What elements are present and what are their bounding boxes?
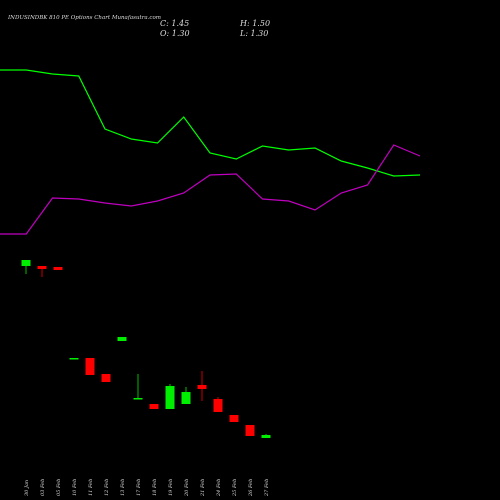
candle-body	[133, 398, 143, 400]
x-tick-label: 27 Feb	[264, 479, 270, 497]
low-label: L: 1.30	[239, 29, 268, 38]
candle-body	[149, 404, 159, 409]
x-tick-label: 12 Feb	[104, 479, 110, 496]
x-tick-label: 13 Feb	[120, 479, 126, 496]
open-label: O: 1.30	[160, 29, 190, 38]
close-label: C: 1.45	[160, 19, 189, 28]
candle-body	[37, 266, 47, 269]
candle-body	[53, 267, 63, 270]
indicator-line	[0, 69, 421, 177]
x-tick-label: 26 Feb	[248, 479, 254, 497]
candle-body	[245, 425, 255, 436]
x-tick-label: 30 Jan	[24, 480, 30, 496]
candle-body	[261, 435, 271, 438]
x-tick-label: 17 Feb	[136, 479, 142, 496]
candle-body	[69, 358, 79, 360]
candle-body	[165, 386, 175, 409]
candle-body	[197, 385, 207, 389]
candle-body	[117, 337, 127, 341]
x-tick-label: 05 Feb	[56, 479, 62, 496]
x-tick-label: 10 Feb	[72, 479, 78, 496]
x-tick-label: 20 Feb	[184, 479, 190, 497]
x-tick-label: 19 Feb	[168, 479, 174, 496]
x-tick-label: 18 Feb	[152, 479, 158, 496]
candle-body	[101, 374, 111, 382]
x-tick-label: 24 Feb	[216, 479, 222, 497]
chart-title: INDUSINDBK 810 PE Options Chart Munafasu…	[7, 15, 161, 21]
x-tick-label: 21 Feb	[200, 479, 206, 497]
x-tick-label: 11 Feb	[88, 479, 94, 496]
indicator-line	[0, 144, 421, 235]
x-tick-label: 03 Feb	[40, 479, 46, 496]
candle-body	[21, 260, 31, 266]
x-tick-label: 25 Feb	[232, 479, 238, 497]
candle-body	[85, 358, 95, 375]
high-label: H: 1.50	[239, 19, 270, 28]
candle-body	[213, 399, 223, 412]
candle-body	[229, 415, 239, 422]
candle-body	[181, 392, 191, 404]
